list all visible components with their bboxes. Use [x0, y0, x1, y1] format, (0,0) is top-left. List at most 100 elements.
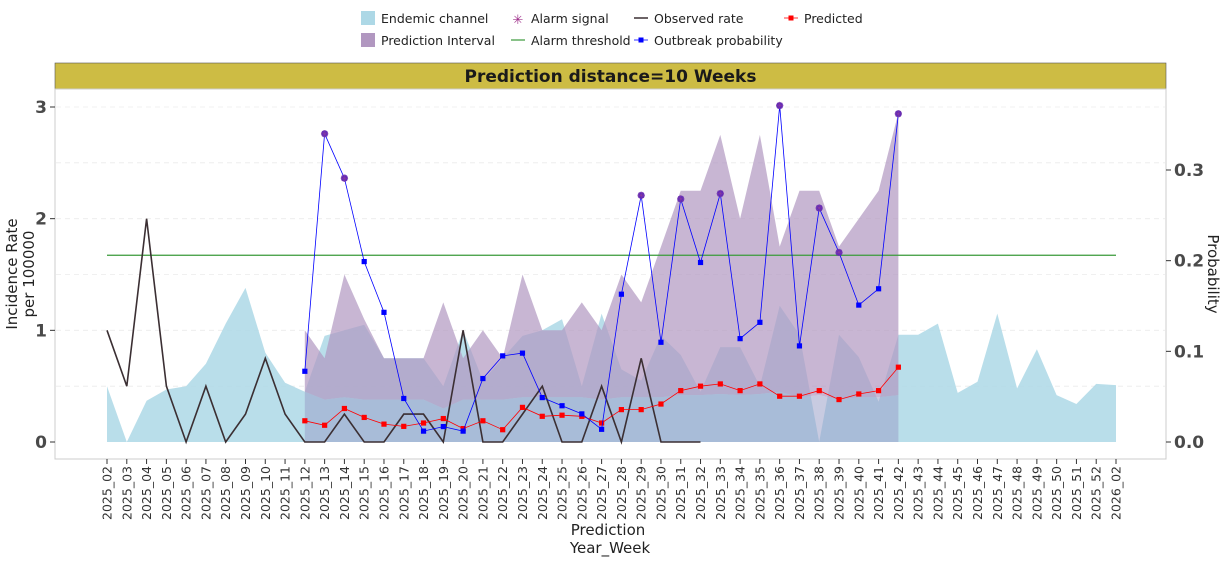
x-tick-label: 2025_07 — [198, 466, 213, 520]
y-tick-label: 0 — [35, 433, 47, 453]
alarm-signal-star: ✳ — [340, 174, 348, 185]
predicted-point — [717, 381, 723, 387]
outbreak-probability-point — [579, 411, 585, 417]
title-band — [54, 62, 1167, 90]
x-tick-label: 2025_16 — [377, 466, 392, 520]
x-tick-label: 2025_37 — [792, 466, 807, 520]
outbreak-probability-point — [856, 302, 862, 308]
y-axis-title-line2: per 100000 — [20, 231, 38, 318]
alarm-signal-star: ✳ — [815, 204, 823, 215]
predicted-point — [480, 418, 486, 424]
x-tick-label: 2025_51 — [1069, 466, 1084, 520]
predicted-point — [559, 412, 565, 418]
outbreak-probability-point — [737, 336, 743, 342]
x-tick-label: 2025_02 — [100, 466, 115, 520]
predicted-point — [381, 421, 387, 427]
predicted-point — [500, 427, 506, 433]
y-tick-label: 3 — [35, 98, 47, 118]
y-axis-left: 0 1 2 3 — [35, 98, 55, 453]
predicted-point — [658, 401, 664, 407]
x-tick-label: 2025_46 — [970, 466, 985, 520]
alarm-signal-marker — [894, 110, 902, 118]
predicted-point — [401, 423, 407, 429]
alarm-signal-star: ✳ — [320, 129, 328, 140]
predicted-point — [895, 364, 901, 370]
x-tick-label: 2025_50 — [1049, 466, 1064, 520]
x-tick-label: 2025_12 — [297, 466, 312, 520]
x-tick-label: 2025_14 — [337, 466, 352, 520]
x-tick-label: 2025_29 — [634, 466, 649, 520]
outbreak-probability-point — [697, 259, 704, 266]
x-tick-label: 2025_38 — [812, 466, 827, 520]
outbreak-probability-point — [401, 395, 407, 402]
x-tick-label: 2025_27 — [594, 466, 609, 520]
alarm-signal-marker — [340, 174, 349, 182]
x-tick-label: 2025_23 — [515, 466, 530, 520]
legend-alarm-signal-icon: ✳ — [513, 13, 524, 28]
y2-axis-title: Probability — [1204, 234, 1222, 313]
alarm-signal-marker — [776, 102, 784, 110]
outbreak-probability-point — [361, 258, 367, 265]
alarm-signal-marker — [637, 191, 645, 199]
outbreak-probability-point — [519, 350, 526, 356]
predicted-point — [599, 420, 605, 426]
legend-observed-label: Observed rate — [654, 11, 744, 26]
alarm-signal-marker — [716, 189, 724, 198]
x-tick-label: 2025_13 — [317, 466, 332, 520]
x-tick-label: 2025_48 — [1010, 466, 1025, 520]
x-tick-label: 2025_30 — [654, 466, 669, 520]
alarm-signal-marker — [677, 195, 685, 203]
outbreak-probability-point — [539, 394, 545, 401]
predicted-point — [875, 388, 882, 394]
x-tick-label: 2025_06 — [179, 466, 194, 520]
outbreak-probability-point — [618, 291, 624, 297]
predicted-point — [777, 393, 783, 399]
outbreak-probability-point — [420, 428, 427, 434]
predicted-point — [440, 415, 446, 422]
x-tick-label: 2025_33 — [713, 466, 728, 520]
x-axis-title-line2: Year_Week — [569, 539, 651, 558]
x-tick-label: 2025_41 — [871, 466, 886, 520]
predicted-point — [816, 388, 822, 394]
outbreak-probability-point — [460, 428, 466, 434]
predicted-point — [757, 381, 763, 387]
x-tick-label: 2025_25 — [555, 466, 570, 520]
x-axis: 2025_02 2025_03 2025_04 2025_05 2025_06 2025_… — [100, 459, 1124, 520]
x-tick-label: 2025_31 — [673, 466, 688, 520]
predicted-point — [618, 407, 624, 413]
alarm-signal-marker — [815, 204, 823, 212]
prediction-interval-area — [304, 112, 899, 409]
legend-predicted-marker — [788, 15, 794, 21]
y-tick-label: 1 — [35, 321, 47, 341]
alarm-signal-star: ✳ — [894, 109, 902, 120]
legend-endemic-swatch — [361, 11, 375, 25]
predicted-point — [836, 396, 842, 403]
predicted-point — [341, 405, 348, 412]
x-tick-label: 2025_24 — [535, 466, 550, 520]
legend-endemic-label: Endemic channel — [381, 11, 488, 26]
predicted-point — [539, 413, 545, 419]
outbreak-probability-point — [381, 309, 387, 315]
predicted-point — [519, 404, 526, 410]
y-tick-label: 2 — [35, 210, 47, 230]
legend-outbreak-marker — [638, 37, 644, 43]
x-tick-label: 2025_18 — [416, 466, 431, 520]
outbreak-probability-point — [658, 339, 664, 345]
legend-outbreak-label: Outbreak probability — [654, 33, 783, 48]
predicted-point — [638, 407, 644, 413]
y-axis-title-line1: Incidence Rate — [3, 218, 21, 329]
x-tick-label: 2026_02 — [1109, 466, 1124, 520]
legend: Endemic channel Prediction Interval ✳ Al… — [361, 11, 863, 48]
predicted-point — [697, 383, 704, 389]
x-tick-label: 2025_09 — [238, 466, 253, 520]
x-tick-label: 2025_05 — [159, 466, 174, 520]
alarm-signal-star: ✳ — [637, 191, 645, 202]
x-tick-label: 2025_03 — [119, 466, 134, 520]
y2-tick-label: 0.0 — [1174, 433, 1204, 453]
x-tick-label: 2025_34 — [733, 466, 748, 520]
alarm-signal-marker — [835, 248, 843, 257]
predicted-point — [737, 388, 743, 394]
legend-interval-swatch — [361, 33, 375, 47]
outbreak-probability-point — [440, 423, 446, 430]
x-tick-label: 2025_22 — [495, 466, 510, 520]
